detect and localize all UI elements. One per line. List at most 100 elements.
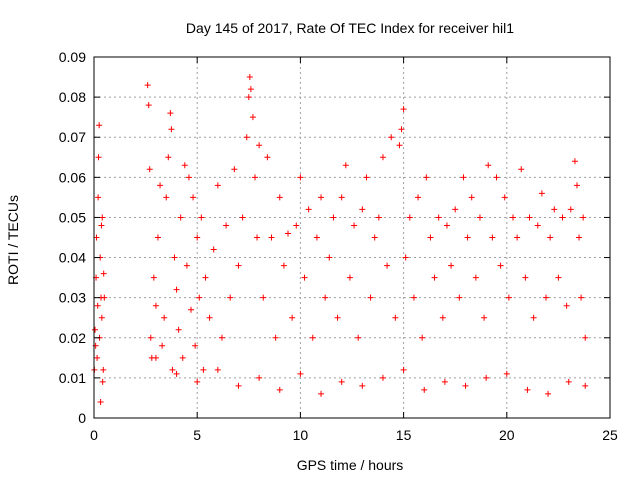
- y-axis-label: ROTI / TECUs: [5, 195, 21, 285]
- x-tick-label: 5: [193, 427, 201, 443]
- data-point: [96, 122, 103, 129]
- x-tick-label: 20: [499, 427, 515, 443]
- data-point: [427, 234, 434, 241]
- data-point: [534, 222, 541, 229]
- data-point: [468, 194, 475, 201]
- data-point: [194, 234, 201, 241]
- data-point: [476, 214, 483, 221]
- data-point: [190, 194, 197, 201]
- data-point: [582, 382, 589, 389]
- data-point: [351, 222, 358, 229]
- x-axis-label: GPS time / hours: [297, 457, 404, 473]
- data-point: [188, 306, 195, 313]
- data-point: [441, 378, 448, 385]
- data-point: [168, 126, 175, 133]
- data-point: [580, 214, 587, 221]
- x-tick-label: 10: [293, 427, 309, 443]
- data-point: [150, 274, 157, 281]
- data-point: [448, 262, 455, 269]
- plot-frame: [93, 56, 611, 419]
- data-point: [423, 174, 430, 181]
- data-points: [91, 74, 589, 405]
- data-point: [276, 194, 283, 201]
- data-point: [254, 234, 261, 241]
- y-tick-label: 0.08: [59, 89, 86, 105]
- x-tick-label: 15: [396, 427, 412, 443]
- data-point: [503, 370, 510, 377]
- data-point: [551, 206, 558, 213]
- data-point: [100, 270, 107, 277]
- data-point: [435, 214, 442, 221]
- data-point: [392, 314, 399, 321]
- data-point: [443, 222, 450, 229]
- data-point: [555, 274, 562, 281]
- data-point: [400, 366, 407, 373]
- data-point: [371, 234, 378, 241]
- data-point: [543, 294, 550, 301]
- y-tick-label: 0.07: [59, 129, 86, 145]
- data-point: [196, 294, 203, 301]
- data-point: [421, 386, 428, 393]
- data-point: [359, 206, 366, 213]
- data-point: [94, 302, 101, 309]
- data-point: [95, 154, 102, 161]
- data-point: [145, 102, 152, 109]
- data-point: [239, 214, 246, 221]
- data-point: [359, 382, 366, 389]
- axis-ticks: [93, 56, 611, 419]
- data-point: [509, 214, 516, 221]
- data-point: [514, 234, 521, 241]
- data-point: [92, 326, 99, 333]
- data-point: [419, 334, 426, 341]
- data-point: [235, 262, 242, 269]
- data-point: [146, 166, 153, 173]
- data-point: [99, 378, 106, 385]
- data-point: [169, 366, 176, 373]
- data-point: [563, 302, 570, 309]
- data-point: [246, 74, 253, 81]
- data-point: [501, 194, 508, 201]
- data-point: [179, 354, 186, 361]
- data-point: [161, 314, 168, 321]
- chart-title: Day 145 of 2017, Rate Of TEC Index for r…: [186, 20, 514, 36]
- y-tick-label: 0.06: [59, 169, 86, 185]
- data-point: [297, 174, 304, 181]
- data-point: [227, 294, 234, 301]
- y-tick-label: 0.05: [59, 209, 86, 225]
- data-point: [464, 234, 471, 241]
- data-point: [231, 166, 238, 173]
- data-point: [338, 378, 345, 385]
- data-point: [249, 114, 256, 121]
- data-point: [280, 262, 287, 269]
- data-point: [98, 222, 105, 229]
- data-point: [483, 374, 490, 381]
- data-point: [181, 162, 188, 169]
- x-tick-label: 25: [602, 427, 618, 443]
- data-point: [573, 182, 580, 189]
- data-point: [185, 174, 192, 181]
- y-tick-labels: 0 0.01 0.02 0.03 0.04 0.05 0.06 0.07 0.08 0.09: [59, 49, 86, 426]
- data-point: [147, 334, 154, 341]
- data-point: [522, 274, 529, 281]
- data-point: [439, 314, 446, 321]
- data-point: [460, 174, 467, 181]
- data-point: [177, 214, 184, 221]
- data-point: [571, 158, 578, 165]
- data-point: [578, 294, 585, 301]
- data-point: [318, 390, 325, 397]
- data-point: [223, 222, 230, 229]
- data-point: [175, 326, 182, 333]
- data-point: [152, 354, 159, 361]
- data-point: [285, 230, 292, 237]
- data-point: [167, 110, 174, 117]
- data-point: [173, 370, 180, 377]
- data-point: [375, 214, 382, 221]
- data-point: [192, 342, 199, 349]
- data-point: [163, 194, 170, 201]
- data-point: [330, 214, 337, 221]
- data-point: [97, 398, 104, 405]
- data-point: [313, 234, 320, 241]
- data-point: [530, 314, 537, 321]
- data-point: [264, 154, 271, 161]
- data-point: [171, 254, 178, 261]
